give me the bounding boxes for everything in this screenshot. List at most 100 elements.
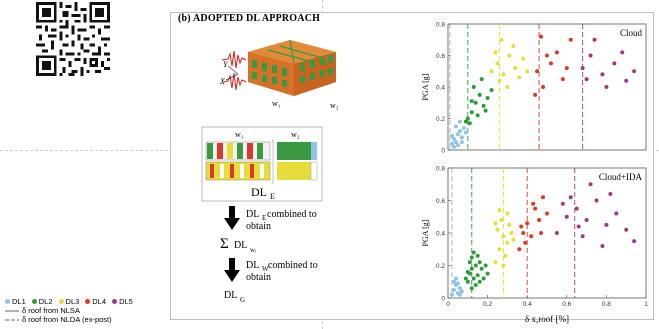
- step2-text: combined to: [268, 260, 318, 271]
- data-point: [614, 211, 619, 216]
- legend-item: DL3: [58, 297, 79, 306]
- seismic-wave-icon: [221, 50, 247, 69]
- chart-title: Cloud: [620, 28, 643, 38]
- x-tick-label: 0.6: [562, 301, 571, 308]
- data-point: [539, 231, 544, 235]
- data-point: [604, 222, 609, 227]
- sum-symbol: Σ: [220, 236, 229, 252]
- data-point: [632, 239, 637, 244]
- data-point: [497, 208, 502, 213]
- data-point: [493, 50, 498, 55]
- data-point: [554, 50, 559, 55]
- data-point: [501, 234, 506, 239]
- data-point: [548, 61, 553, 66]
- data-point: [457, 129, 462, 134]
- legend-dot-icon: [5, 298, 10, 304]
- data-point: [481, 276, 486, 281]
- final-sub: G: [240, 296, 245, 304]
- data-point: [574, 206, 579, 211]
- data-point: [467, 260, 472, 265]
- data-point: [497, 247, 502, 252]
- data-point: [493, 260, 498, 265]
- data-point: [511, 44, 516, 49]
- step2-sub: W: [262, 265, 269, 273]
- y-axis-label: PGA [g]: [421, 73, 430, 100]
- data-point: [523, 240, 528, 245]
- data-point: [469, 110, 474, 115]
- legend-item-label: DL5: [119, 296, 133, 306]
- data-point: [457, 292, 462, 297]
- data-point: [525, 221, 530, 226]
- sum-label: DL: [234, 240, 247, 251]
- data-point: [531, 201, 536, 206]
- x-tick-label: 0.8: [602, 301, 611, 308]
- legend-dashed: δ roof from NLDA (ex-post): [5, 315, 133, 324]
- legend-solid: δ roof from NLSA: [5, 306, 133, 315]
- data-point: [495, 61, 500, 66]
- data-point: [451, 136, 456, 141]
- data-point: [479, 77, 484, 82]
- data-point: [457, 286, 462, 291]
- data-point: [455, 281, 460, 286]
- legend-dot-icon: [112, 298, 118, 304]
- data-point: [463, 276, 468, 281]
- x-tick-label: 0: [446, 301, 450, 308]
- data-point: [588, 53, 593, 58]
- y-tick-label: 0.4: [436, 85, 445, 92]
- data-point: [541, 195, 546, 200]
- step1-text2: obtain: [246, 221, 271, 232]
- sum-sub: wᵢ: [250, 246, 257, 254]
- data-point: [580, 234, 585, 239]
- data-point: [560, 201, 565, 206]
- y-tick-label: 0.6: [436, 53, 445, 60]
- data-point: [455, 132, 460, 137]
- data-point: [473, 283, 478, 287]
- schematic-col1: w₁: [235, 130, 244, 139]
- schematic-label: DL: [251, 185, 267, 199]
- data-point: [489, 88, 494, 93]
- qr-code: [36, 2, 110, 76]
- arrow-down-icon: [224, 258, 240, 282]
- data-point: [449, 133, 454, 138]
- y-tick-label: 0.6: [436, 198, 445, 205]
- data-point: [539, 34, 544, 39]
- data-point: [541, 85, 546, 89]
- data-point: [461, 125, 466, 130]
- data-point: [568, 37, 573, 42]
- legend-item-label: DL1: [12, 296, 26, 306]
- data-point: [451, 144, 456, 149]
- data-point: [521, 231, 526, 235]
- data-point: [511, 237, 516, 242]
- data-point: [449, 141, 454, 146]
- legend-item: DL4: [85, 297, 106, 306]
- data-point: [463, 119, 468, 124]
- data-point: [509, 231, 514, 235]
- data-point: [471, 276, 476, 281]
- y-tick-label: 0.2: [436, 116, 445, 123]
- data-point: [620, 50, 625, 55]
- data-point: [475, 273, 480, 278]
- data-point: [568, 195, 573, 200]
- data-point: [499, 218, 504, 222]
- legend-item: DL1: [5, 297, 26, 306]
- final-label: DL: [224, 290, 237, 301]
- schematic-label-sub: E: [270, 192, 275, 201]
- y-tick-label: 0.4: [436, 231, 445, 238]
- data-point: [501, 263, 506, 268]
- wall1-label: w₁: [272, 99, 281, 108]
- data-point: [477, 92, 482, 97]
- flow-diagram: DL E combined to obtain Σ DL wᵢ DL W com…: [220, 206, 318, 304]
- data-point: [537, 218, 542, 222]
- y-axis-label: PGA [g]: [421, 219, 430, 246]
- data-point: [449, 292, 454, 297]
- data-point: [463, 130, 468, 135]
- data-point: [483, 108, 488, 113]
- step2-text2: obtain: [246, 272, 271, 283]
- x-tick-label: 1: [644, 301, 648, 308]
- data-point: [471, 250, 476, 255]
- legend-dot-icon: [58, 298, 64, 304]
- data-point: [469, 286, 474, 291]
- plot-area: [447, 167, 647, 299]
- data-point: [505, 85, 510, 89]
- y-tick-label: 0.8: [436, 166, 445, 173]
